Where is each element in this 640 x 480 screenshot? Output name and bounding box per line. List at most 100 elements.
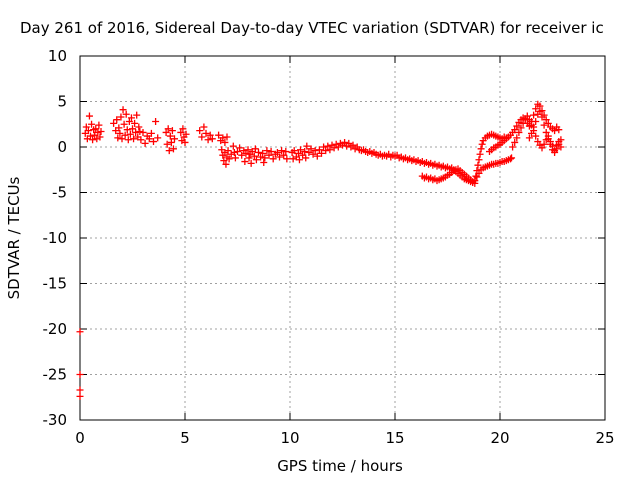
data-point — [295, 156, 303, 164]
data-point — [536, 108, 544, 116]
data-point — [283, 155, 291, 163]
x-tick-label: 0 — [75, 429, 85, 447]
data-point — [244, 146, 252, 154]
y-axis-title: SDTVAR / TECUs — [5, 176, 23, 299]
points-layer — [76, 100, 565, 400]
data-point — [116, 129, 124, 137]
data-point — [477, 145, 485, 153]
data-point — [532, 118, 540, 126]
data-point — [507, 155, 514, 163]
data-point — [177, 128, 185, 136]
data-point — [179, 125, 187, 133]
data-point — [301, 148, 309, 156]
data-point — [528, 129, 535, 137]
data-point — [509, 143, 517, 151]
data-point — [538, 144, 546, 152]
data-point — [76, 371, 84, 378]
data-point — [236, 144, 244, 152]
data-point — [245, 154, 253, 162]
data-point — [168, 127, 176, 135]
data-point — [167, 138, 175, 146]
label-layer: 0 5 10 15 20 25 10 5 0 -5 -10 -15 -20 -25 -30 — [43, 47, 615, 447]
x-tick-label: 25 — [595, 429, 614, 447]
data-point — [297, 146, 304, 154]
data-point — [84, 127, 92, 135]
data-point — [154, 134, 162, 142]
y-tick-label: 10 — [48, 47, 67, 65]
data-point — [532, 105, 540, 113]
chart-title: Day 261 of 2016, Sidereal Day-to-day VTE… — [20, 19, 604, 37]
data-point — [551, 127, 559, 135]
grid-layer — [80, 56, 605, 420]
data-point — [294, 149, 302, 157]
data-point — [129, 125, 136, 133]
data-point — [76, 328, 84, 336]
data-point — [225, 155, 233, 163]
data-point — [530, 123, 538, 131]
data-point — [114, 134, 122, 142]
data-point — [322, 147, 330, 155]
data-point — [555, 140, 563, 148]
data-point — [113, 116, 121, 124]
x-tick-label: 20 — [490, 429, 509, 447]
data-point — [555, 126, 563, 134]
y-tick-label: -10 — [43, 229, 68, 247]
data-point — [147, 129, 155, 137]
data-point — [517, 124, 525, 132]
data-point — [519, 119, 527, 127]
data-point — [136, 128, 144, 136]
data-point — [553, 145, 561, 153]
data-point — [224, 147, 232, 155]
data-point — [229, 142, 237, 150]
tick-layer — [79, 55, 606, 421]
data-point — [76, 386, 84, 394]
data-point — [303, 142, 311, 150]
data-point — [523, 112, 531, 120]
data-point — [334, 143, 342, 151]
data-point — [534, 138, 542, 146]
data-point — [166, 132, 174, 140]
data-point — [121, 131, 129, 139]
data-point — [474, 161, 482, 169]
data-point — [542, 128, 550, 136]
data-point — [257, 153, 265, 161]
y-tick-label: -15 — [43, 275, 68, 293]
data-point — [471, 177, 479, 185]
data-point — [198, 133, 206, 141]
data-point — [511, 126, 519, 134]
data-point — [551, 148, 559, 156]
data-point — [150, 138, 157, 146]
y-tick-label: -30 — [43, 411, 68, 429]
data-point — [215, 131, 223, 139]
data-point — [123, 126, 131, 134]
data-point — [130, 135, 138, 143]
x-tick-label: 10 — [280, 429, 299, 447]
data-point — [324, 142, 332, 150]
y-tick-label: -20 — [43, 320, 68, 338]
data-point — [309, 150, 317, 158]
data-point — [169, 145, 177, 153]
data-point — [273, 148, 281, 156]
data-point — [290, 147, 298, 155]
data-point — [231, 154, 239, 162]
data-point — [305, 148, 313, 156]
data-point — [182, 130, 190, 138]
data-point — [127, 114, 135, 122]
data-point — [540, 140, 548, 148]
data-point — [132, 128, 140, 136]
data-point — [515, 128, 523, 136]
data-point — [252, 156, 260, 164]
data-point — [133, 111, 141, 119]
data-point — [126, 130, 134, 138]
data-point — [349, 141, 357, 149]
data-point — [122, 110, 130, 118]
data-point — [131, 119, 139, 127]
data-point — [94, 128, 102, 136]
y-tick-label: -25 — [43, 366, 68, 384]
data-point — [181, 138, 189, 146]
data-point — [473, 173, 481, 181]
data-point — [162, 128, 170, 136]
data-point — [313, 152, 321, 160]
data-point — [251, 145, 259, 153]
